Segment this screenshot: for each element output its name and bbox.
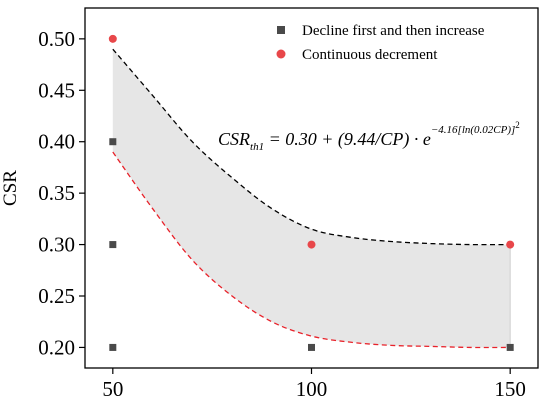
y-tick-label: 0.30 (38, 233, 75, 257)
y-tick-label: 0.45 (38, 78, 75, 102)
upper-boundary-curve (112, 48, 511, 246)
data-point-square (109, 343, 117, 351)
x-tick-label: 100 (296, 377, 328, 401)
equation-exponent-power: 2 (515, 120, 520, 130)
equation-exponent: −4.16[ln(0.02CP)] (431, 124, 515, 136)
y-tick-label: 0.50 (38, 27, 75, 51)
data-point-circle (307, 240, 316, 249)
legend-label: Continuous decrement (302, 47, 438, 63)
y-tick-label: 0.40 (38, 130, 75, 154)
equation-body: = 0.30 + (9.44/CP) · e (264, 129, 431, 150)
data-point-circle (506, 240, 515, 249)
y-tick-label: 0.20 (38, 335, 75, 359)
y-axis-title: CSR (0, 170, 21, 206)
lower-boundary-curve (112, 151, 511, 349)
data-point-square (109, 138, 117, 146)
equation-lhs-subscript: th1 (250, 141, 264, 153)
shaded-band (112, 49, 511, 348)
data-point-circle (108, 34, 117, 43)
legend-marker-circle (276, 49, 286, 59)
x-tick-label: 50 (102, 377, 123, 401)
equation-annotation: CSRth1 = 0.30 + (9.44/CP) · e−4.16[ln(0.… (218, 120, 520, 153)
y-tick-label: 0.35 (38, 181, 75, 205)
y-tick-label: 0.25 (38, 284, 75, 308)
data-point-square (109, 241, 117, 249)
x-tick-label: 150 (494, 377, 526, 401)
data-point-square (506, 343, 514, 351)
equation-lhs: CSR (218, 129, 250, 149)
svg-text:CSRth1 = 0.30 + (9.44/CP) · e−: CSRth1 = 0.30 + (9.44/CP) · e−4.16[ln(0.… (218, 120, 520, 153)
legend-marker-square (277, 26, 285, 34)
legend: Decline first and then increase Continuou… (276, 23, 485, 63)
legend-label: Decline first and then increase (302, 23, 485, 39)
data-point-square (308, 343, 315, 351)
